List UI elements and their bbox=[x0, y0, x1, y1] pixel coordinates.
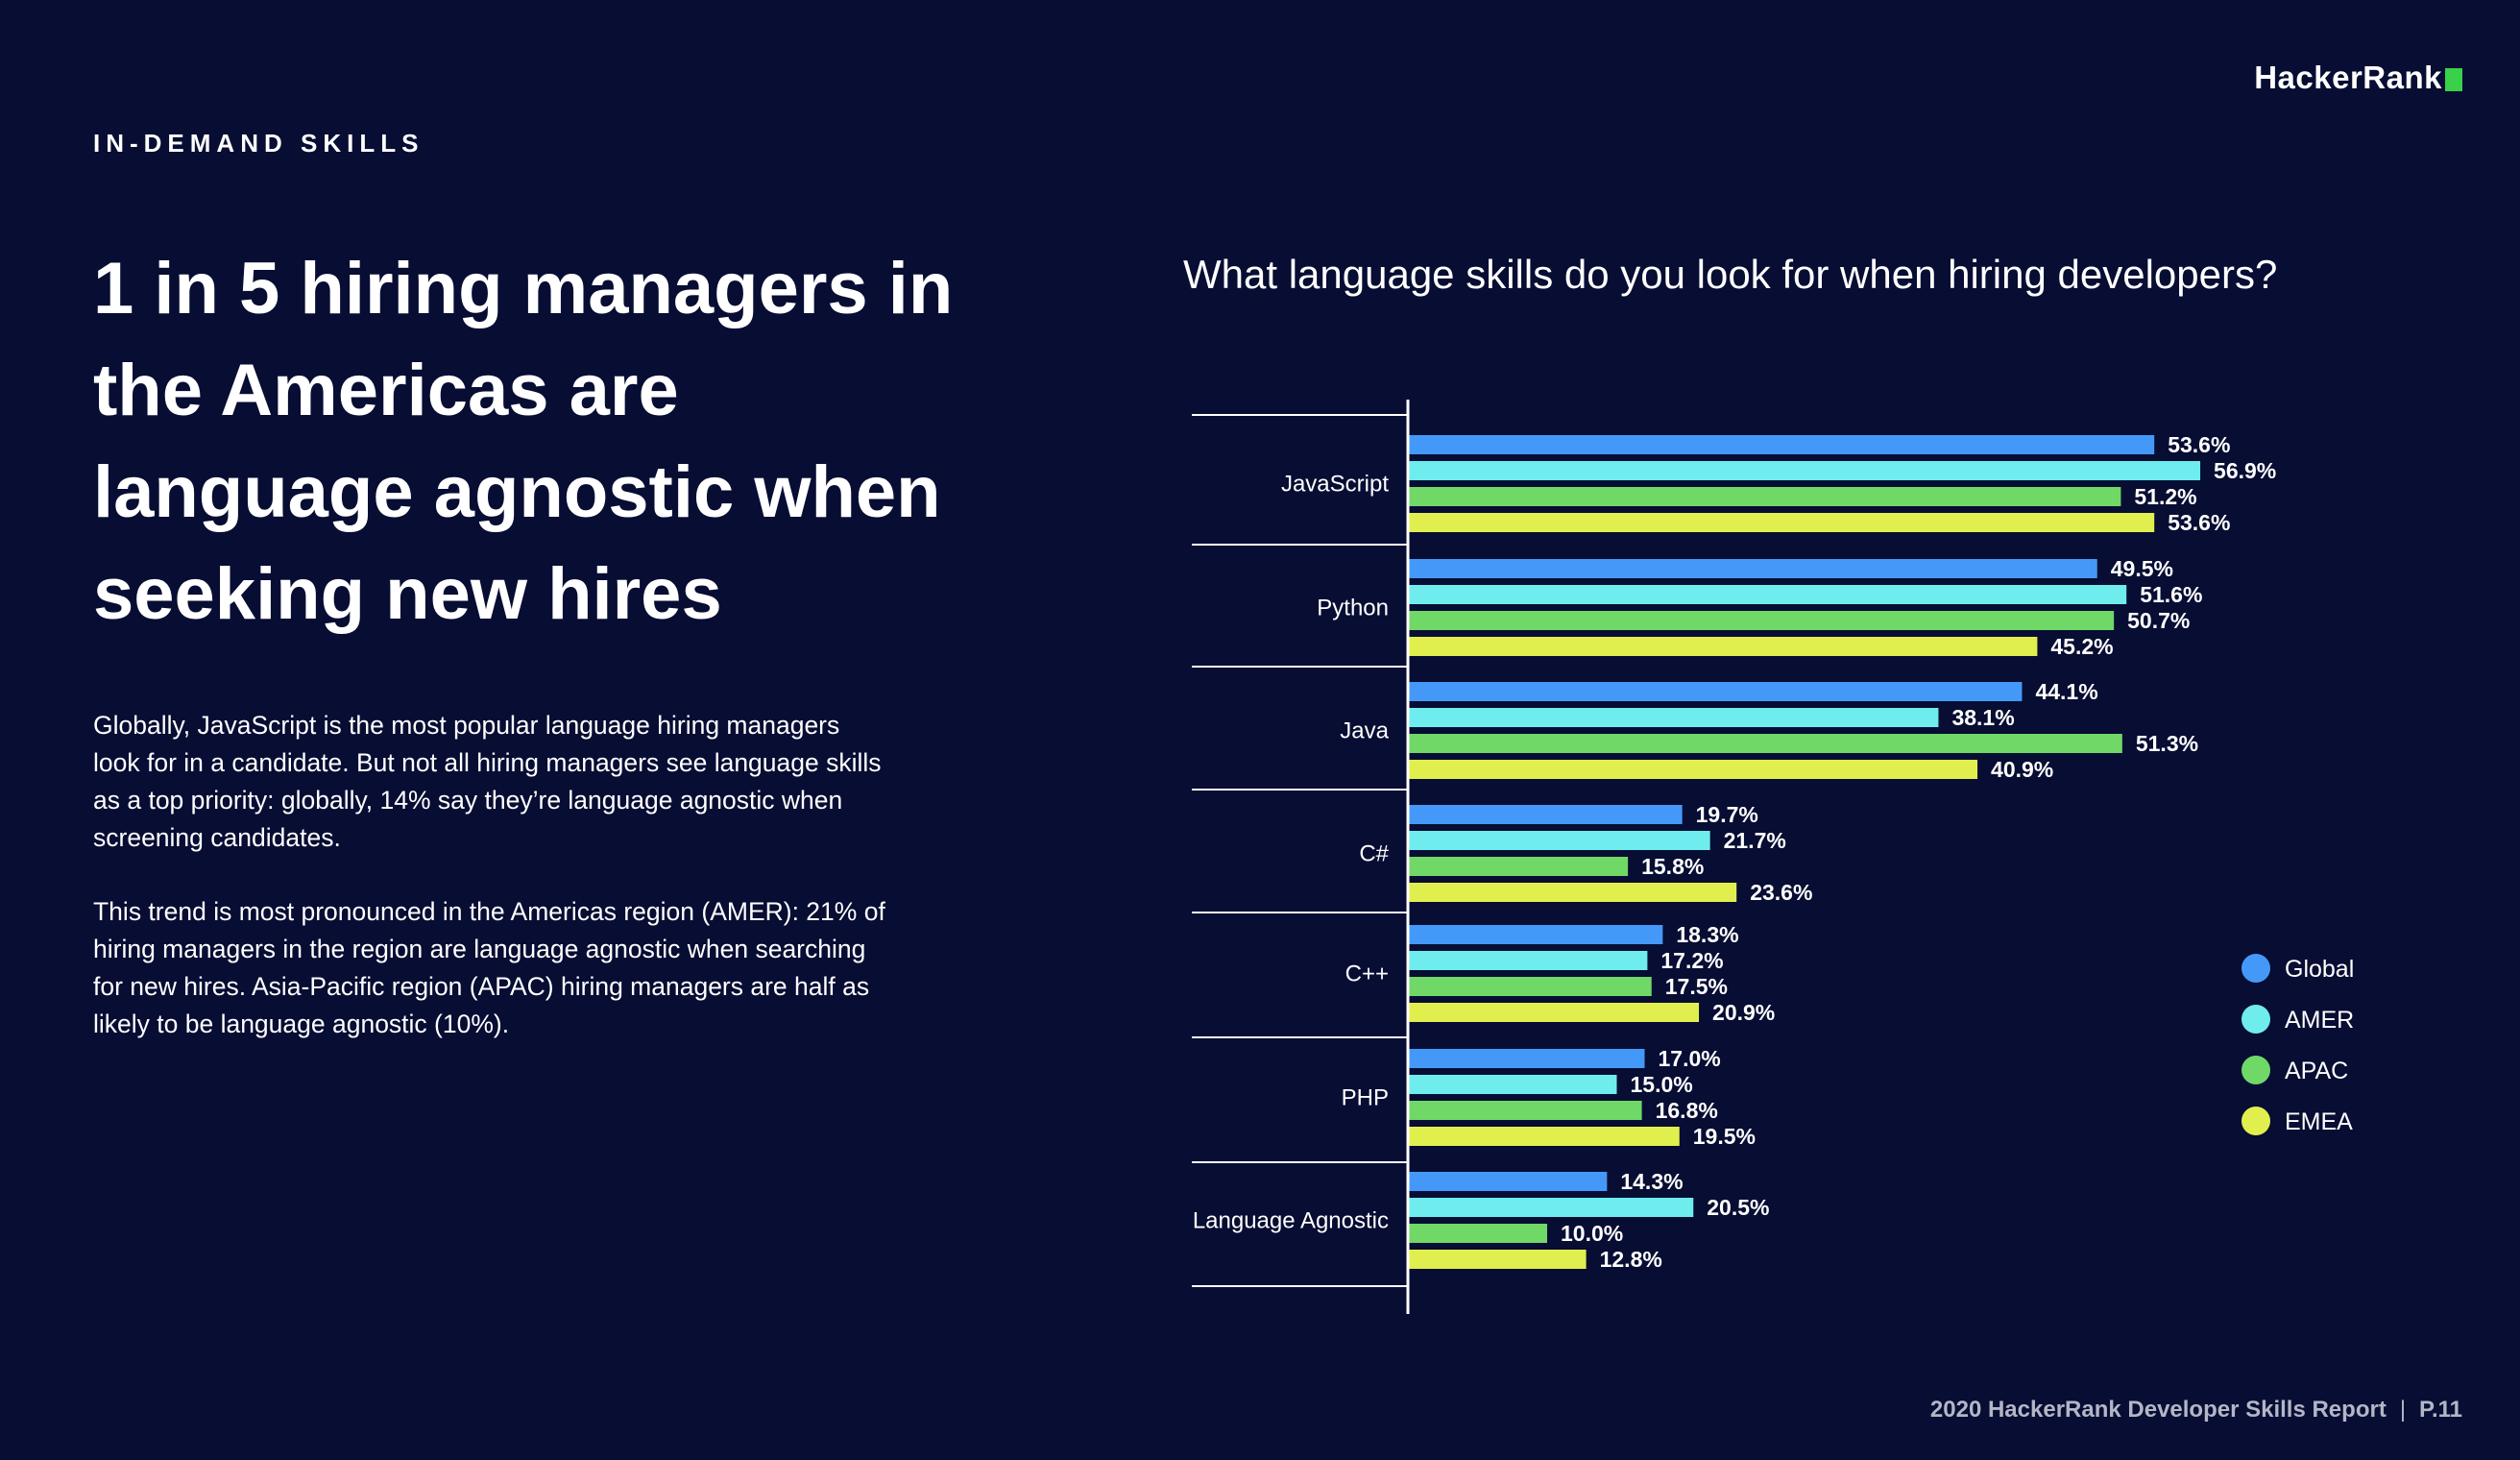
data-label-php-emea: 19.5% bbox=[1693, 1124, 1756, 1149]
bar-c-apac bbox=[1408, 977, 1652, 996]
category-label-c: C# bbox=[1359, 841, 1389, 867]
bar-javascript-apac bbox=[1408, 487, 2121, 506]
legend-swatch-apac bbox=[2241, 1056, 2270, 1084]
bar-java-emea bbox=[1408, 760, 1978, 779]
logo-wordmark: HackerRank bbox=[2254, 60, 2442, 95]
bar-java-apac bbox=[1408, 734, 2122, 753]
data-label-language-agnostic-apac: 10.0% bbox=[1561, 1221, 1623, 1246]
footer-page-number: P.11 bbox=[2419, 1397, 2462, 1423]
category-label-c: C++ bbox=[1345, 961, 1389, 987]
bar-c-amer bbox=[1408, 831, 1710, 850]
bar-c-emea bbox=[1408, 883, 1737, 902]
bar-python-amer bbox=[1408, 585, 2127, 604]
data-label-python-global: 49.5% bbox=[2111, 556, 2173, 581]
legend-swatch-global bbox=[2241, 954, 2270, 983]
data-label-javascript-apac: 51.2% bbox=[2134, 484, 2196, 509]
bar-language-agnostic-amer bbox=[1408, 1198, 1694, 1217]
bar-java-amer bbox=[1408, 708, 1939, 727]
data-label-python-amer: 51.6% bbox=[2140, 582, 2202, 607]
data-label-c-emea: 20.9% bbox=[1712, 1000, 1775, 1025]
data-label-c-apac: 15.8% bbox=[1641, 854, 1704, 879]
legend-label-emea: EMEA bbox=[2285, 1108, 2353, 1135]
data-label-c-amer: 21.7% bbox=[1724, 828, 1786, 853]
bar-javascript-amer bbox=[1408, 461, 2201, 480]
footer: 2020 HackerRank Developer Skills Report |… bbox=[1930, 1397, 2462, 1424]
legend: Global AMER APAC EMEA bbox=[2241, 954, 2354, 1135]
data-label-php-global: 17.0% bbox=[1659, 1046, 1721, 1071]
legend-swatch-amer bbox=[2241, 1005, 2270, 1034]
data-label-language-agnostic-amer: 20.5% bbox=[1707, 1195, 1769, 1220]
data-label-java-global: 44.1% bbox=[2035, 679, 2097, 704]
data-label-python-apac: 50.7% bbox=[2127, 608, 2190, 633]
bar-python-emea bbox=[1408, 637, 2038, 656]
data-label-c-global: 19.7% bbox=[1696, 802, 1758, 827]
data-label-python-emea: 45.2% bbox=[2050, 634, 2113, 659]
bar-javascript-emea bbox=[1408, 513, 2155, 532]
bar-javascript-global bbox=[1408, 435, 2155, 454]
data-label-c-amer: 17.2% bbox=[1660, 948, 1723, 973]
data-label-javascript-amer: 56.9% bbox=[2214, 458, 2276, 483]
data-label-javascript-emea: 53.6% bbox=[2168, 510, 2230, 535]
category-label-language-agnostic: Language Agnostic bbox=[1193, 1208, 1389, 1234]
data-label-c-emea: 23.6% bbox=[1750, 880, 1812, 905]
bar-php-emea bbox=[1408, 1127, 1680, 1146]
bar-php-apac bbox=[1408, 1101, 1642, 1120]
legend-swatch-emea bbox=[2241, 1107, 2270, 1135]
legend-label-amer: AMER bbox=[2285, 1007, 2354, 1034]
bar-language-agnostic-global bbox=[1408, 1172, 1608, 1191]
bar-c-amer bbox=[1408, 951, 1648, 970]
bar-c-apac bbox=[1408, 857, 1629, 876]
category-label-python: Python bbox=[1317, 596, 1389, 621]
data-label-javascript-global: 53.6% bbox=[2168, 432, 2230, 457]
category-label-php: PHP bbox=[1342, 1085, 1389, 1111]
data-label-php-amer: 15.0% bbox=[1631, 1072, 1693, 1097]
data-label-php-apac: 16.8% bbox=[1656, 1098, 1718, 1123]
data-labels: 53.6%56.9%51.2%53.6%49.5%51.6%50.7%45.2%… bbox=[1561, 432, 2276, 1272]
headline: 1 in 5 hiring managers in the Americas a… bbox=[93, 248, 954, 635]
category-separators bbox=[1192, 414, 1408, 1287]
section-label: IN-DEMAND SKILLS bbox=[93, 129, 424, 158]
category-label-javascript: JavaScript bbox=[1281, 472, 1389, 498]
chart-title: What language skills do you look for whe… bbox=[1183, 252, 2278, 297]
hackerrank-logo: HackerRank bbox=[2254, 60, 2462, 96]
bar-python-global bbox=[1408, 559, 2097, 578]
bar-c-global bbox=[1408, 805, 1683, 824]
legend-label-apac: APAC bbox=[2285, 1058, 2348, 1084]
bars bbox=[1408, 435, 2201, 1269]
data-label-java-emea: 40.9% bbox=[1991, 757, 2053, 782]
data-label-java-apac: 51.3% bbox=[2136, 731, 2198, 756]
body-paragraph-1: Globally, JavaScript is the most popular… bbox=[93, 711, 882, 852]
body-paragraph-2: This trend is most pronounced in the Ame… bbox=[93, 897, 885, 1038]
bar-php-amer bbox=[1408, 1075, 1617, 1094]
bar-java-global bbox=[1408, 682, 2023, 701]
data-label-language-agnostic-emea: 12.8% bbox=[1600, 1247, 1662, 1272]
bar-c-emea bbox=[1408, 1003, 1700, 1022]
category-label-java: Java bbox=[1340, 718, 1389, 744]
category-labels: JavaScript Python Java C# C++ PHP Language Agn… bbox=[1193, 472, 1390, 1234]
bar-language-agnostic-emea bbox=[1408, 1250, 1587, 1269]
footer-report-name: 2020 HackerRank Developer Skills Report bbox=[1929, 1397, 2387, 1423]
bar-python-apac bbox=[1408, 611, 2115, 630]
data-label-language-agnostic-global: 14.3% bbox=[1620, 1169, 1683, 1194]
data-label-c-global: 18.3% bbox=[1676, 922, 1738, 947]
bar-language-agnostic-apac bbox=[1408, 1224, 1547, 1243]
logo-square-icon bbox=[2445, 68, 2462, 91]
data-label-java-amer: 38.1% bbox=[1951, 705, 2014, 730]
bar-c-global bbox=[1408, 925, 1663, 944]
bar-php-global bbox=[1408, 1049, 1645, 1068]
footer-separator: | bbox=[2399, 1397, 2407, 1423]
legend-label-global: Global bbox=[2285, 956, 2354, 983]
data-label-c-apac: 17.5% bbox=[1665, 974, 1728, 999]
